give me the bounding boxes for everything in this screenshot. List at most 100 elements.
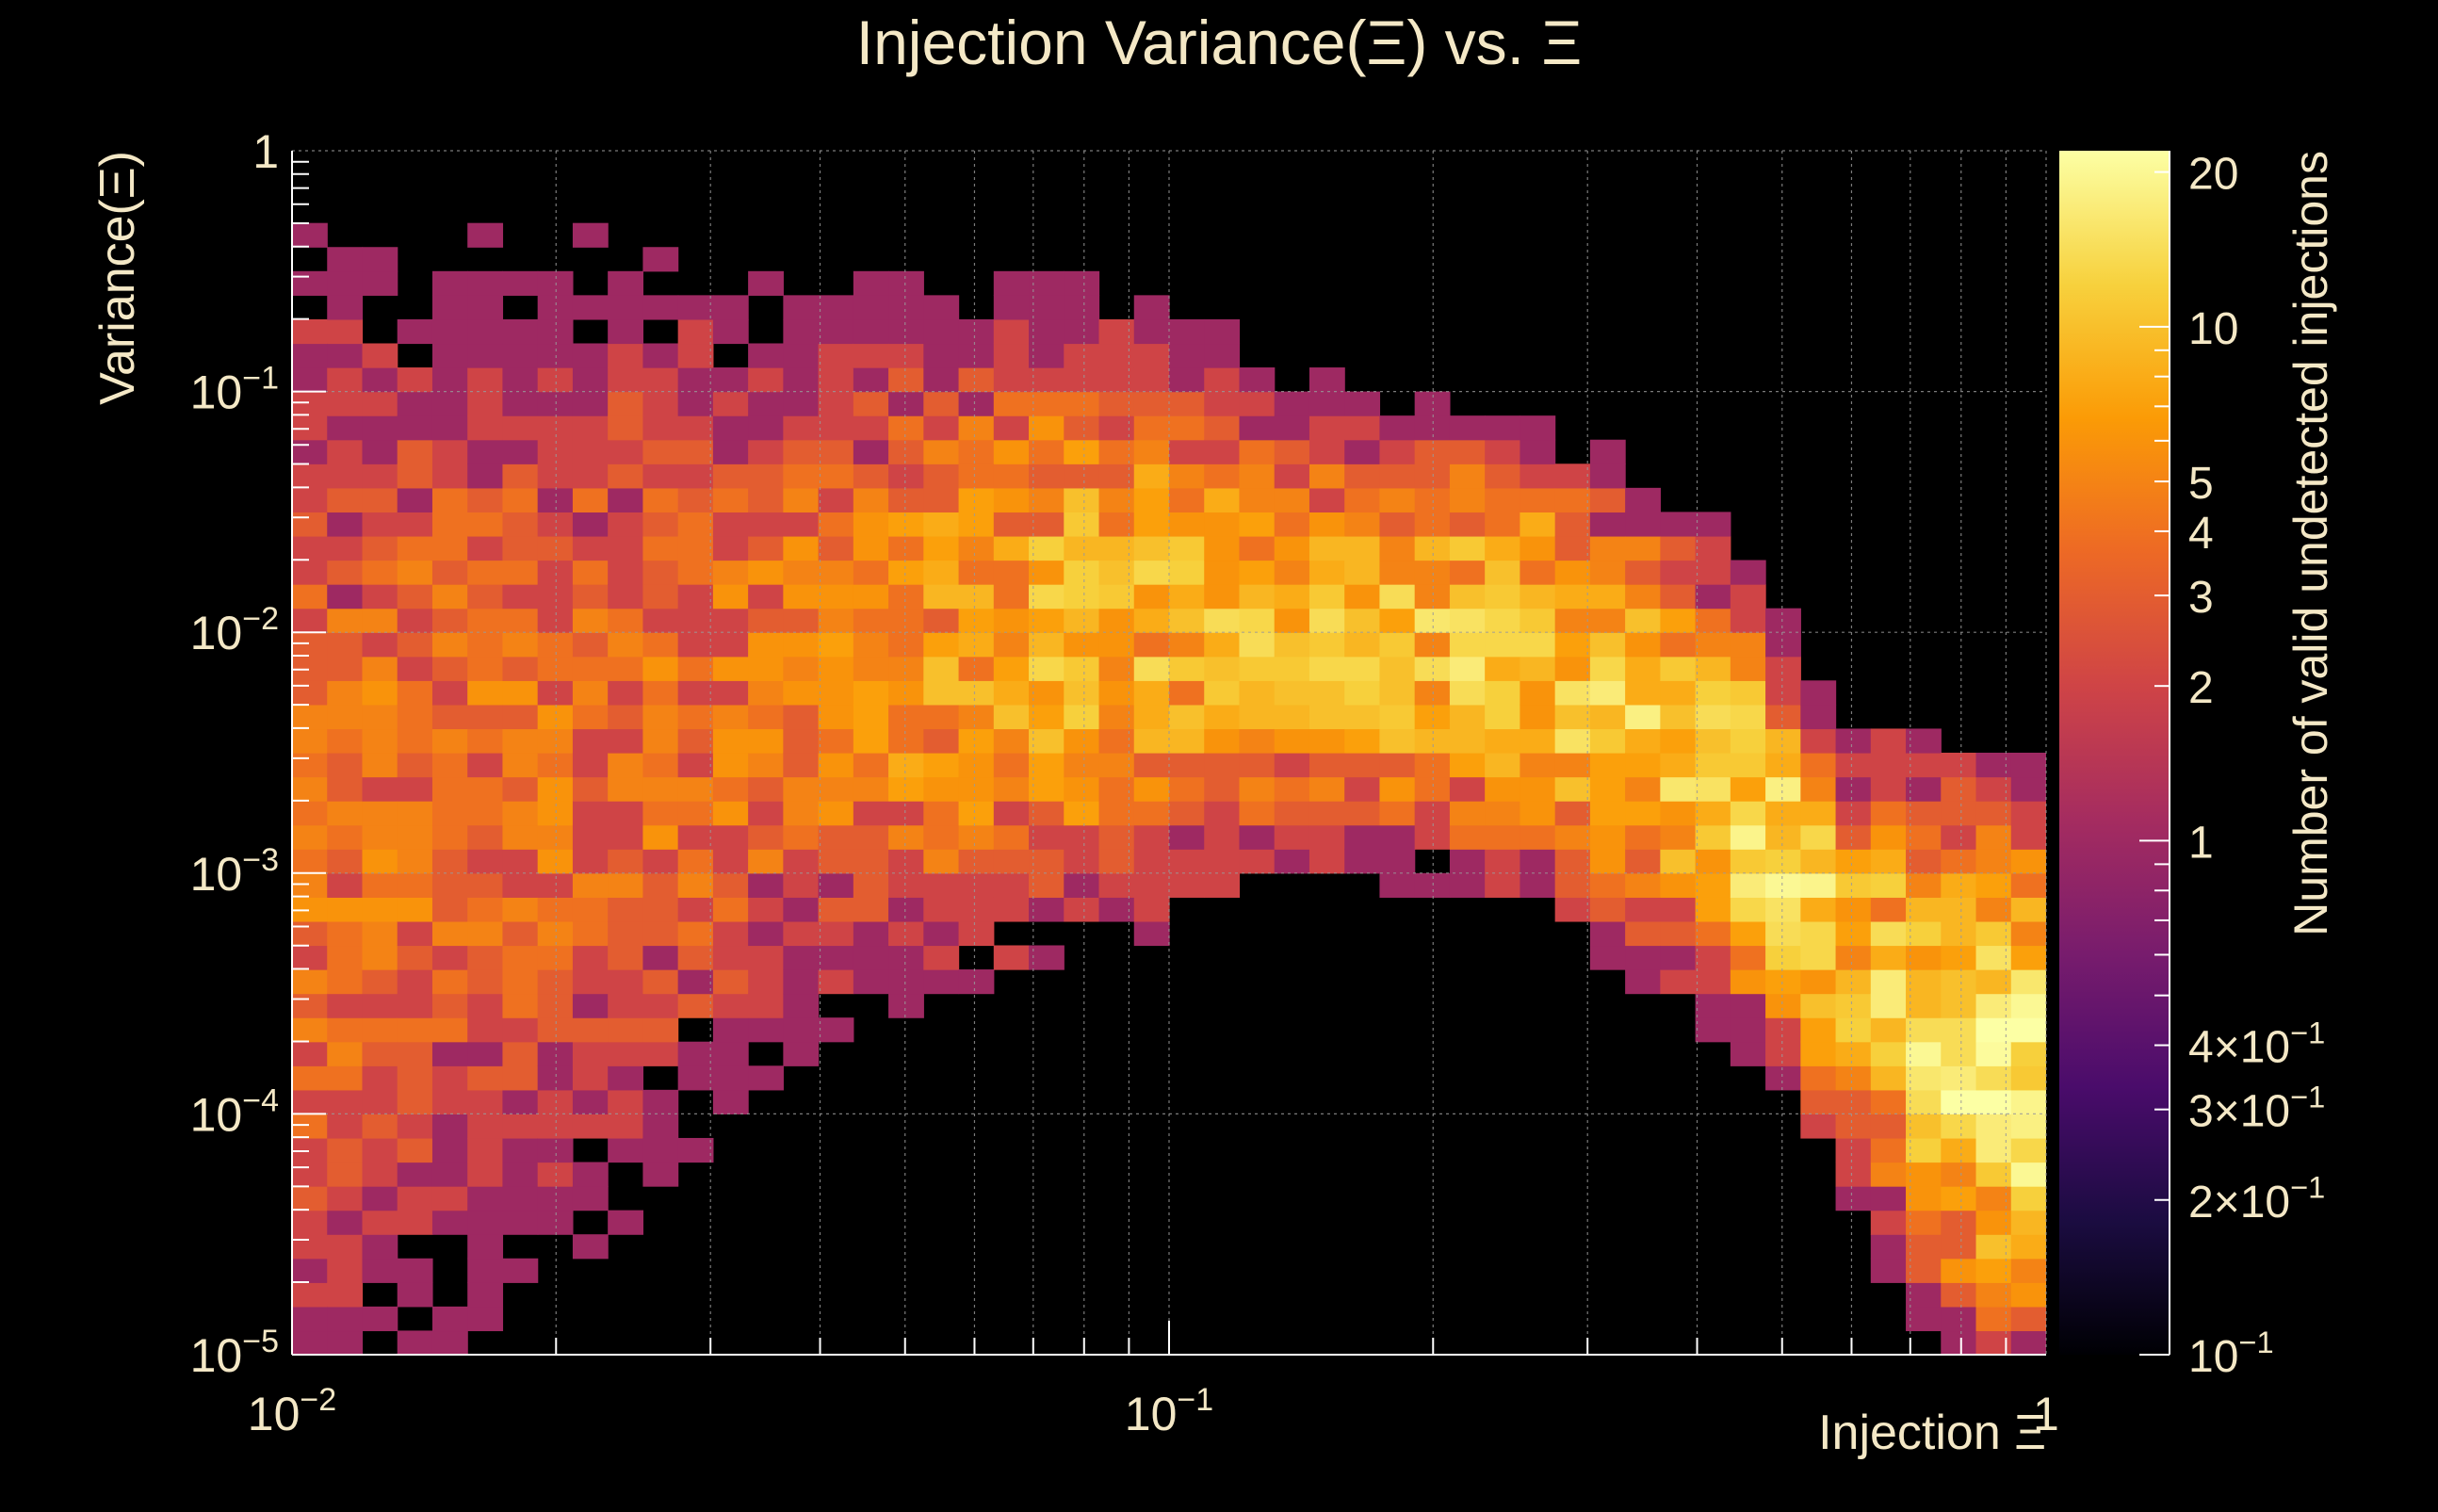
heatmap-cell xyxy=(572,367,609,393)
heatmap-cell xyxy=(712,439,749,464)
heatmap-cell xyxy=(1870,1114,1907,1139)
heatmap-cell xyxy=(431,1089,468,1114)
heatmap-cell xyxy=(1449,728,1486,754)
heatmap-cell xyxy=(1308,584,1345,610)
heatmap-cell xyxy=(1835,993,1872,1018)
heatmap-cell xyxy=(1485,728,1520,754)
heatmap-cell xyxy=(642,704,679,730)
heatmap-cell xyxy=(1204,439,1241,464)
heatmap-cell xyxy=(292,463,328,489)
heatmap-cell xyxy=(431,560,468,585)
heatmap-cell xyxy=(958,318,995,345)
heatmap-cell xyxy=(1029,945,1065,970)
heatmap-cell xyxy=(1765,1041,1801,1066)
heatmap-cell xyxy=(642,753,679,778)
heatmap-cell xyxy=(853,824,889,850)
heatmap-cell xyxy=(572,512,609,537)
heatmap-cell xyxy=(608,824,643,850)
heatmap-cell xyxy=(431,1114,468,1139)
heatmap-cell xyxy=(1554,487,1591,512)
heatmap-cell xyxy=(1660,945,1697,970)
heatmap-cell xyxy=(537,1210,574,1235)
heatmap-cell xyxy=(502,1017,539,1043)
heatmap-cell xyxy=(362,993,398,1018)
heatmap-cell xyxy=(748,753,784,778)
heatmap-cell xyxy=(677,872,714,898)
heatmap-cell xyxy=(327,920,364,947)
heatmap-cell xyxy=(327,270,364,296)
heatmap-cell xyxy=(467,1306,504,1332)
heatmap-cell xyxy=(783,680,820,706)
heatmap-cell xyxy=(608,560,643,585)
heatmap-cell xyxy=(642,872,679,898)
heatmap-cell xyxy=(502,391,539,416)
heatmap-cell xyxy=(327,391,364,416)
heatmap-cell xyxy=(1520,753,1556,778)
heatmap-cell xyxy=(362,801,398,826)
heatmap-cell xyxy=(1906,776,1942,802)
heatmap-cell xyxy=(1800,1041,1837,1066)
heatmap-cell xyxy=(1730,945,1766,970)
heatmap-cell xyxy=(362,1186,398,1211)
heatmap-cell xyxy=(467,969,504,995)
colorbar-tick-label: 3×10−1 xyxy=(2188,1080,2325,1137)
heatmap-cell xyxy=(1520,608,1556,633)
heatmap-cell xyxy=(958,801,995,826)
heatmap-cell xyxy=(853,487,889,512)
heatmap-cell xyxy=(502,1041,539,1066)
heatmap-cell xyxy=(1554,512,1591,537)
heatmap-cell xyxy=(853,318,889,345)
heatmap-cell xyxy=(1520,415,1556,441)
heatmap-cell xyxy=(1589,920,1626,947)
heatmap-cell xyxy=(467,439,504,464)
heatmap-cell xyxy=(1485,824,1520,850)
heatmap-cell xyxy=(431,439,468,464)
heatmap-cell xyxy=(888,535,924,561)
heatmap-cell xyxy=(993,463,1030,489)
heatmap-cell xyxy=(1941,1041,1977,1066)
heatmap-cell xyxy=(1308,801,1345,826)
heatmap-cell xyxy=(572,415,609,441)
heatmap-cell xyxy=(677,1065,714,1091)
heatmap-cell xyxy=(608,1041,643,1066)
y-tick-label: 10−1 xyxy=(190,361,279,419)
heatmap-cell xyxy=(1870,1258,1907,1283)
heatmap-cell xyxy=(572,656,609,681)
heatmap-cell xyxy=(783,367,820,393)
heatmap-cell xyxy=(1730,1017,1766,1043)
heatmap-cell xyxy=(1520,560,1556,585)
heatmap-cell xyxy=(642,680,679,706)
heatmap-cell xyxy=(1589,776,1626,802)
heatmap-cell xyxy=(1344,753,1381,778)
heatmap-cell xyxy=(1029,801,1065,826)
heatmap-cell xyxy=(1064,463,1100,489)
heatmap-cell xyxy=(1800,1017,1837,1043)
heatmap-cell xyxy=(1941,1306,1977,1332)
colorbar-label: Number of valid undetected injections xyxy=(2284,151,2337,936)
heatmap-cell xyxy=(1941,1186,1977,1211)
heatmap-cell xyxy=(431,1210,468,1235)
heatmap-cell xyxy=(958,391,995,416)
colorbar-tick-label: 1 xyxy=(2188,818,2214,868)
heatmap-cell xyxy=(748,463,784,489)
heatmap-cell xyxy=(2010,1162,2046,1187)
heatmap-cell xyxy=(467,704,504,730)
heatmap-cell xyxy=(853,560,889,585)
heatmap-cell xyxy=(537,295,574,320)
heatmap-cell xyxy=(888,367,924,393)
heatmap-cell xyxy=(608,367,643,393)
heatmap-cell xyxy=(1695,824,1731,850)
heatmap-cell xyxy=(677,632,714,658)
heatmap-cell xyxy=(1800,872,1837,898)
heatmap-cell xyxy=(1800,993,1837,1018)
heatmap-cell xyxy=(537,704,574,730)
heatmap-cell xyxy=(642,1089,679,1114)
heatmap-cell xyxy=(1449,753,1486,778)
heatmap-cell xyxy=(1274,439,1310,464)
heatmap-cell xyxy=(537,920,574,947)
heatmap-cell xyxy=(1204,656,1241,681)
heatmap-cell xyxy=(1169,343,1205,368)
heatmap-cell xyxy=(1625,753,1661,778)
heatmap-cell xyxy=(1239,439,1276,464)
heatmap-cell xyxy=(1941,945,1977,970)
